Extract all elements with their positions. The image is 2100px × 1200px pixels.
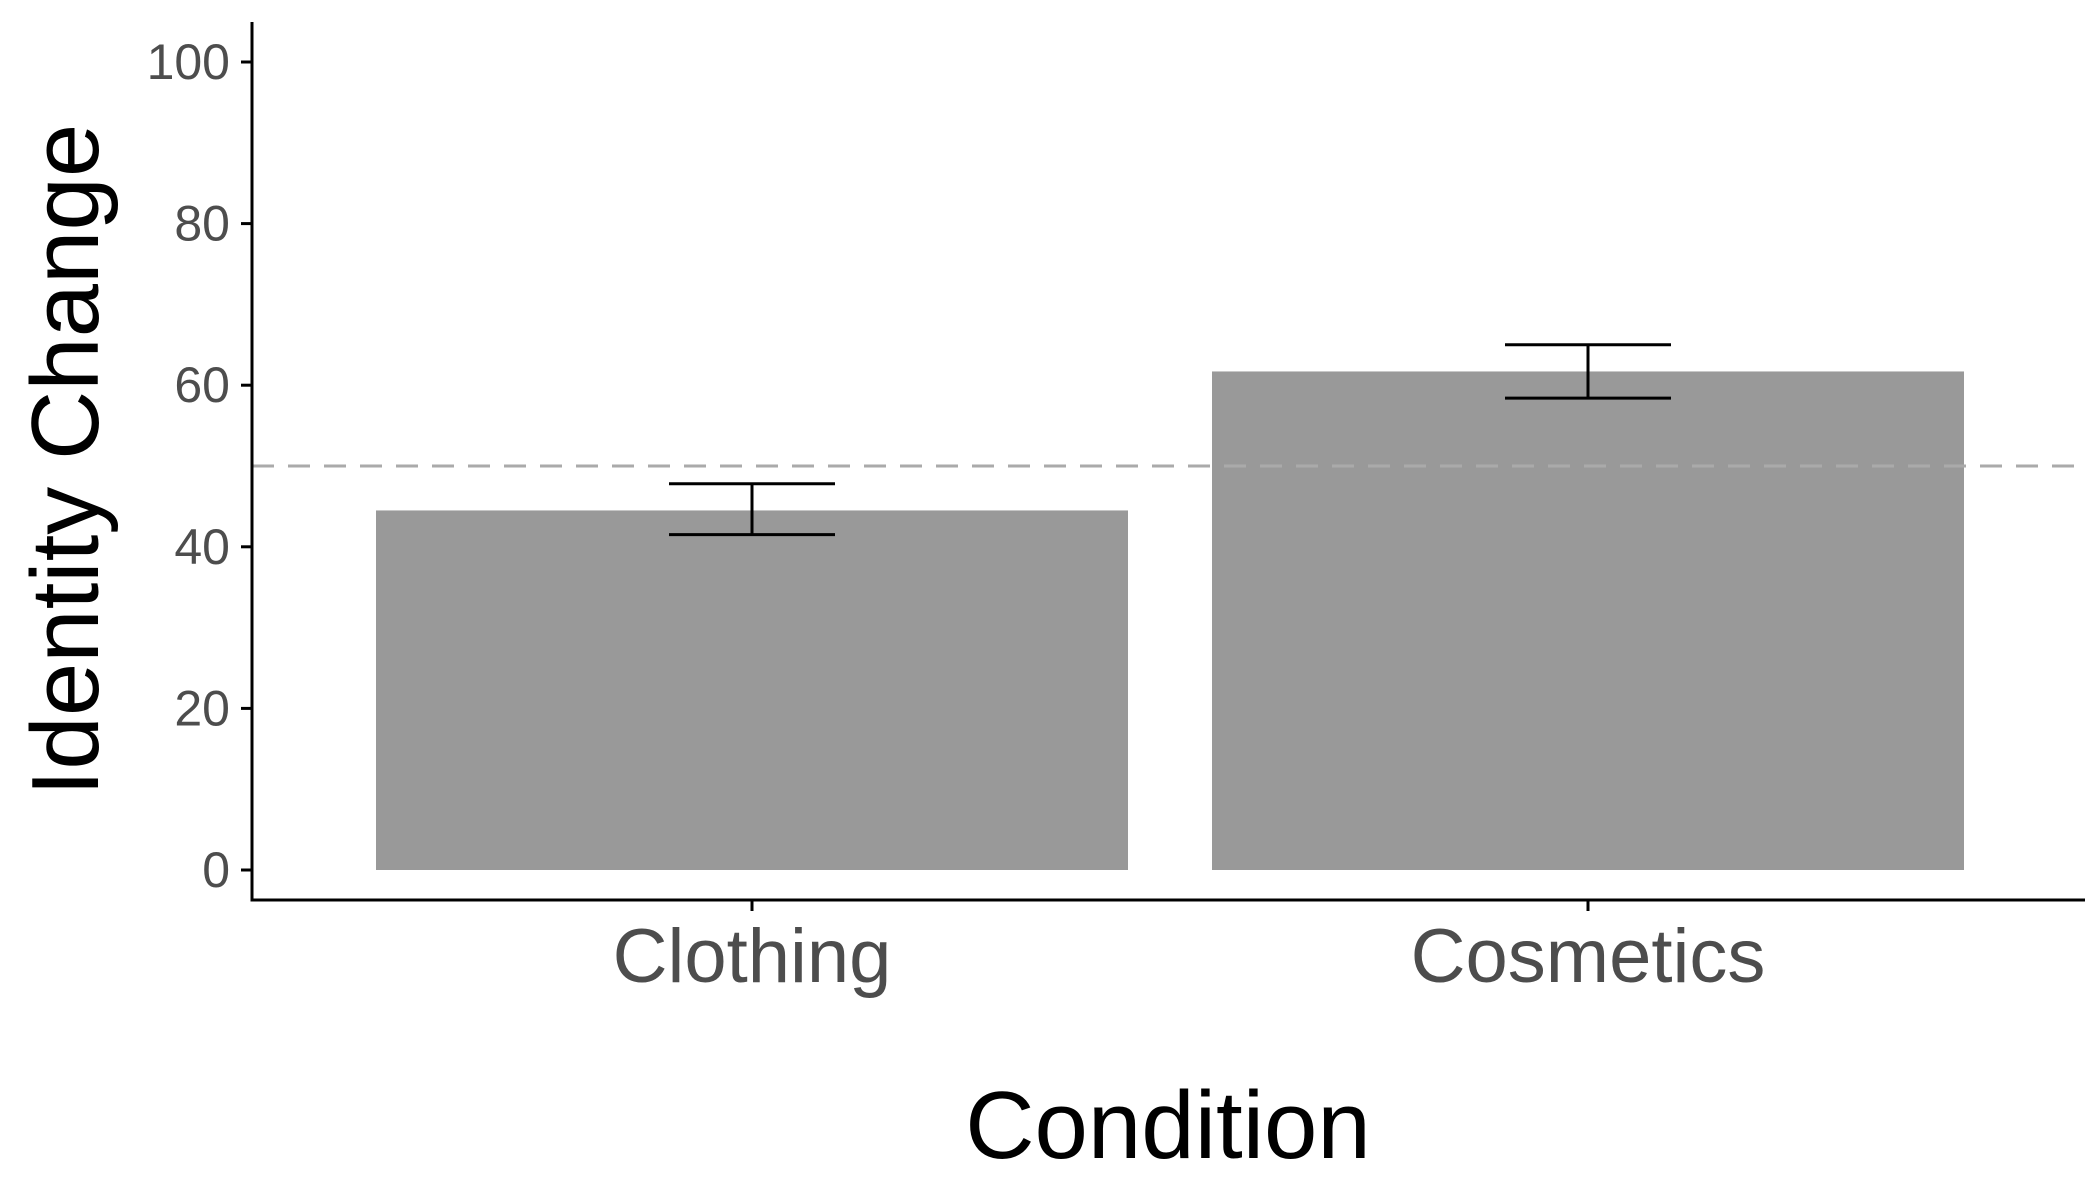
error-bar-cosmetics — [1505, 343, 1671, 400]
y-tick-label: 0 — [202, 842, 230, 898]
bar-cosmetics — [1212, 371, 1964, 870]
y-tick-label: 40 — [174, 519, 230, 575]
bar-clothing — [376, 510, 1128, 870]
error-bars-layer — [669, 343, 1671, 537]
y-tick-label: 100 — [147, 34, 230, 90]
x-axis-title: Condition — [965, 1072, 1371, 1179]
y-tick-label: 20 — [174, 680, 230, 736]
error-bar-clothing — [669, 482, 835, 537]
x-ticks-layer: Clothing Cosmetics — [613, 900, 1766, 999]
y-tick-label: 60 — [174, 357, 230, 413]
bars-layer — [376, 371, 1964, 870]
y-axis-title: Identity Change — [12, 124, 119, 796]
y-tick-label: 80 — [174, 196, 230, 252]
x-tick-label-clothing: Clothing — [613, 914, 892, 999]
x-tick-label-cosmetics: Cosmetics — [1411, 914, 1766, 999]
y-ticks-layer: 0 20 40 60 80 100 — [147, 34, 252, 898]
axes-layer — [250, 22, 2085, 902]
